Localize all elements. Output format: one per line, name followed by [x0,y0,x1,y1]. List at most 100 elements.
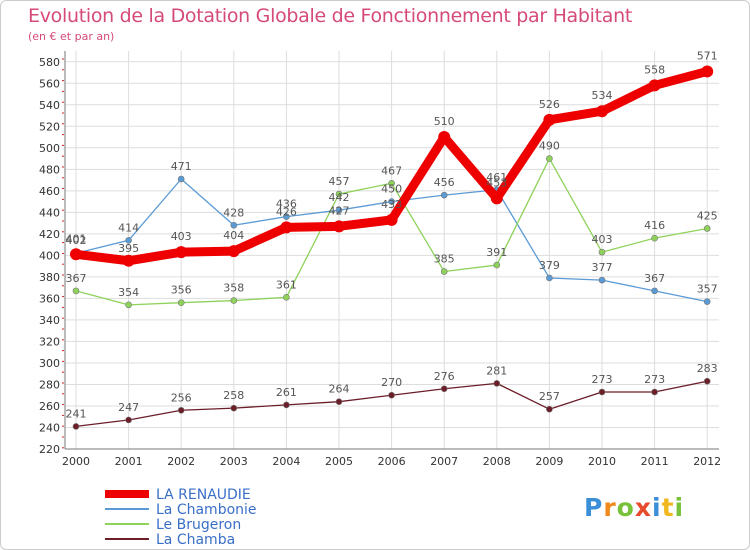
data-label: 270 [381,376,402,389]
data-label: 510 [434,115,455,128]
data-label: 256 [171,391,192,404]
data-label: 456 [434,176,455,189]
y-tick-label: 260 [39,400,60,413]
y-tick-label: 540 [39,99,60,112]
data-point [335,398,343,405]
data-point [125,416,132,424]
data-point [493,261,501,269]
y-tick-label: 380 [39,271,60,284]
data-label: 467 [381,164,402,177]
data-label: 273 [592,373,613,386]
data-point-main [70,248,82,261]
data-point-main [280,221,293,234]
y-tick-label: 420 [39,228,60,241]
data-point [440,268,448,275]
y-tick-label: 480 [39,163,60,176]
logo-letter: i [674,493,685,522]
data-label: 403 [592,233,613,246]
data-label: 377 [592,261,613,274]
data-point [703,377,711,385]
data-point [493,380,501,387]
y-tick-label: 440 [39,206,60,219]
data-point [283,213,290,220]
data-point-main [596,105,608,118]
data-label: 471 [171,160,192,173]
data-label: 273 [644,373,665,386]
data-label: 426 [276,205,297,218]
data-label: 281 [486,364,507,377]
logo-letter: i [652,493,662,522]
logo-letter: x [634,493,652,522]
logo-letter: t [661,493,675,522]
data-point [651,234,658,242]
data-point [283,294,290,301]
data-point-main [175,246,188,259]
y-tick-label: 360 [39,292,60,305]
y-tick-label: 520 [39,120,60,133]
x-tick-label: 2003 [220,455,248,468]
x-tick-label: 2004 [272,455,300,468]
data-label: 356 [171,284,192,297]
data-label: 414 [118,221,139,234]
data-point-main [648,79,661,92]
data-label: 453 [486,176,507,189]
data-label: 457 [329,175,350,188]
x-tick-label: 2012 [693,455,721,468]
data-point-main [543,113,556,126]
data-label: 401 [66,232,87,245]
y-tick-label: 560 [39,77,60,90]
data-label: 357 [697,283,718,296]
x-tick-label: 2002 [167,455,195,468]
data-point [651,287,658,295]
data-point [598,248,606,256]
data-label: 442 [329,191,350,204]
data-point [598,388,606,396]
data-label: 354 [118,286,139,299]
legend-label: La Chamba [156,532,235,548]
data-label: 403 [171,230,192,243]
x-tick-label: 2000 [62,455,90,468]
data-label: 571 [697,49,718,62]
chart-subtitle: (en € et par an) [28,30,115,43]
data-point [72,423,80,430]
y-tick-label: 400 [39,249,60,262]
y-tick-label: 280 [39,378,60,391]
data-label: 450 [381,183,402,196]
x-tick-label: 2006 [378,455,406,468]
data-label: 461 [486,171,507,184]
data-point [440,385,448,393]
data-label: 436 [276,198,297,211]
data-point [177,406,185,414]
data-point-main [122,254,135,267]
data-point [703,298,711,305]
x-tick-label: 2007 [430,455,458,468]
y-tick-label: 240 [39,421,60,434]
data-label: 402 [66,234,87,247]
data-point [125,301,132,309]
data-point [230,404,238,412]
data-label: 385 [434,253,455,266]
data-label: 361 [276,278,297,291]
data-point [388,180,395,187]
data-label: 261 [276,386,297,399]
data-label: 526 [539,98,560,111]
data-label: 558 [644,63,665,76]
y-tick-label: 300 [39,357,60,370]
data-point-main [490,192,503,205]
legend-label: La Chambonie [156,502,257,518]
y-tick-label: 580 [39,56,60,69]
data-label: 247 [118,401,139,414]
y-tick-label: 500 [39,142,60,155]
proxiti-logo: Proxiti [584,493,684,522]
logo-letter: r [603,493,617,522]
data-point [230,221,238,229]
data-point [546,274,553,282]
data-point-main [227,245,240,258]
data-label: 257 [539,390,560,403]
data-point [703,225,711,232]
data-label: 428 [223,206,244,219]
x-tick-label: 2010 [588,455,616,468]
data-label: 490 [539,140,560,153]
data-label: 241 [66,407,87,420]
